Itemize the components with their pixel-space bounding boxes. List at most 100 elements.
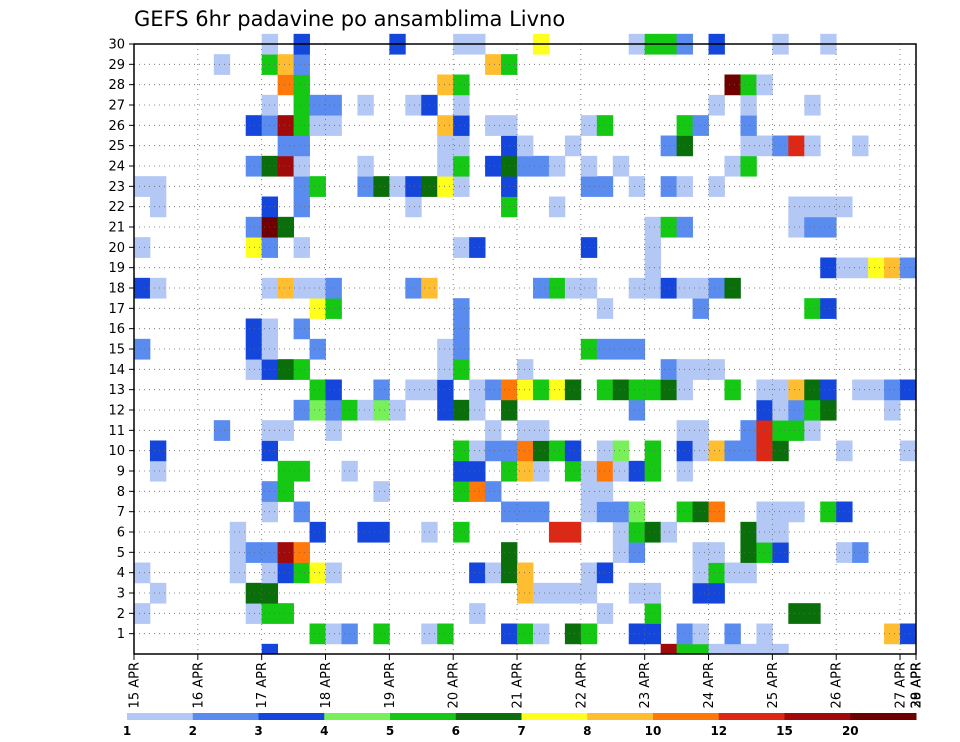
heatmap-cell: [788, 135, 805, 157]
heatmap-cell: [660, 379, 678, 401]
heatmap-cell: [532, 379, 550, 401]
heatmap-cell: [612, 460, 630, 482]
y-tick-label: 2: [117, 607, 125, 622]
heatmap-cell: [644, 521, 662, 543]
heatmap-cell: [724, 155, 741, 177]
heatmap-cell: [373, 399, 390, 421]
heatmap-cell: [469, 237, 486, 258]
heatmap-cell: [740, 542, 757, 563]
heatmap-cell: [437, 399, 454, 421]
x-tick-label: 19 APR: [383, 662, 398, 708]
heatmap-cell: [309, 298, 326, 319]
colorbar-swatch: [390, 713, 457, 720]
heatmap-cell: [453, 74, 470, 96]
y-tick-label: 9: [117, 465, 125, 480]
y-tick-label: 29: [108, 58, 125, 73]
heatmap-cell: [564, 379, 582, 401]
heatmap-cell: [357, 155, 374, 177]
heatmap-cell: [469, 481, 486, 502]
heatmap-cell: [469, 379, 486, 401]
y-tick-label: 3: [117, 587, 125, 602]
heatmap-cell: [628, 379, 646, 401]
heatmap-cell: [644, 379, 662, 401]
heatmap-cell: [325, 399, 342, 421]
heatmap-cell: [277, 481, 294, 502]
heatmap-cell: [517, 582, 534, 604]
y-tick-label: 1: [117, 627, 125, 642]
heatmap-cell: [708, 562, 725, 584]
y-tick-label: 24: [108, 160, 125, 175]
heatmap-cell: [692, 298, 709, 319]
y-tick-label: 21: [108, 221, 125, 236]
heatmap-cell: [852, 379, 869, 401]
heatmap-cell: [517, 623, 534, 645]
heatmap-cell: [660, 135, 678, 157]
heatmap-cell: [245, 582, 263, 604]
heatmap-cell: [245, 542, 263, 563]
x-tick-label: 16 APR: [191, 662, 206, 708]
heatmap-cell: [628, 521, 646, 543]
x-tick-label: 15 APR: [128, 662, 143, 708]
heatmap-cell: [309, 115, 326, 136]
heatmap-cell: [309, 338, 326, 360]
heatmap-cell: [660, 359, 678, 380]
heatmap-cell: [229, 562, 247, 584]
heatmap-cell: [277, 562, 294, 584]
heatmap-cell: [149, 582, 167, 604]
heatmap-cell: [628, 176, 646, 197]
heatmap-cell: [772, 542, 789, 563]
heatmap-cell: [628, 338, 646, 360]
colorbar-label: 3: [254, 724, 262, 738]
heatmap-cell: [149, 440, 167, 462]
heatmap-cell: [277, 115, 294, 136]
heatmap-cell: [804, 420, 821, 441]
heatmap-cell: [325, 420, 342, 441]
heatmap-cell: [325, 94, 342, 116]
colorbar-label: 8: [583, 724, 591, 738]
heatmap-cell: [357, 521, 374, 543]
y-tick-label: 25: [108, 139, 125, 154]
heatmap-cell: [261, 643, 279, 655]
chart-title: GEFS 6hr padavine po ansamblima Livno: [134, 7, 565, 31]
heatmap-cell: [804, 196, 821, 218]
heatmap-cell: [277, 216, 294, 238]
heatmap-cell: [788, 501, 805, 523]
y-tick-label: 6: [117, 526, 125, 541]
heatmap-cell: [644, 216, 662, 238]
heatmap-cell: [309, 623, 326, 645]
colorbar-swatch: [127, 713, 194, 720]
heatmap-cell: [485, 115, 502, 136]
heatmap-cell: [820, 196, 837, 218]
y-tick-label: 14: [108, 363, 125, 378]
heatmap-cell: [293, 135, 310, 157]
heatmap-cell: [405, 94, 422, 116]
heatmap-cell: [437, 176, 454, 197]
heatmap-cell: [485, 481, 502, 502]
x-axis-ticks: 15 APR 16 APR 17 APR 18 APR 19 APR 20 APR 21 A…: [128, 654, 925, 708]
heatmap-cell: [293, 74, 310, 96]
heatmap-cell: [325, 298, 342, 319]
heatmap-cell: [900, 623, 917, 645]
heatmap-cell: [772, 379, 789, 401]
heatmap-cell: [724, 562, 741, 584]
heatmap-cell: [325, 379, 342, 401]
heatmap-cell: [644, 237, 662, 258]
y-tick-label: 15: [108, 343, 125, 358]
heatmap-cell: [453, 359, 470, 380]
heatmap-cell: [644, 460, 662, 482]
colorbar-label: 1: [123, 724, 131, 738]
heatmap-cell: [277, 155, 294, 177]
heatmap-cell: [437, 135, 454, 157]
heatmap-cell: [804, 94, 821, 116]
heatmap-cell: [708, 277, 725, 299]
heatmap-cell: [469, 603, 486, 624]
heatmap-cell: [644, 257, 662, 279]
heatmap-cell: [149, 196, 167, 218]
heatmap-cell: [644, 603, 662, 624]
heatmap-cell: [708, 440, 725, 462]
x-tick-label: 27 APR: [894, 662, 909, 708]
heatmap-cell: [692, 359, 709, 380]
heatmap-cell: [149, 176, 167, 197]
heatmap-cell: [612, 542, 630, 563]
y-tick-label: 11: [108, 424, 125, 439]
